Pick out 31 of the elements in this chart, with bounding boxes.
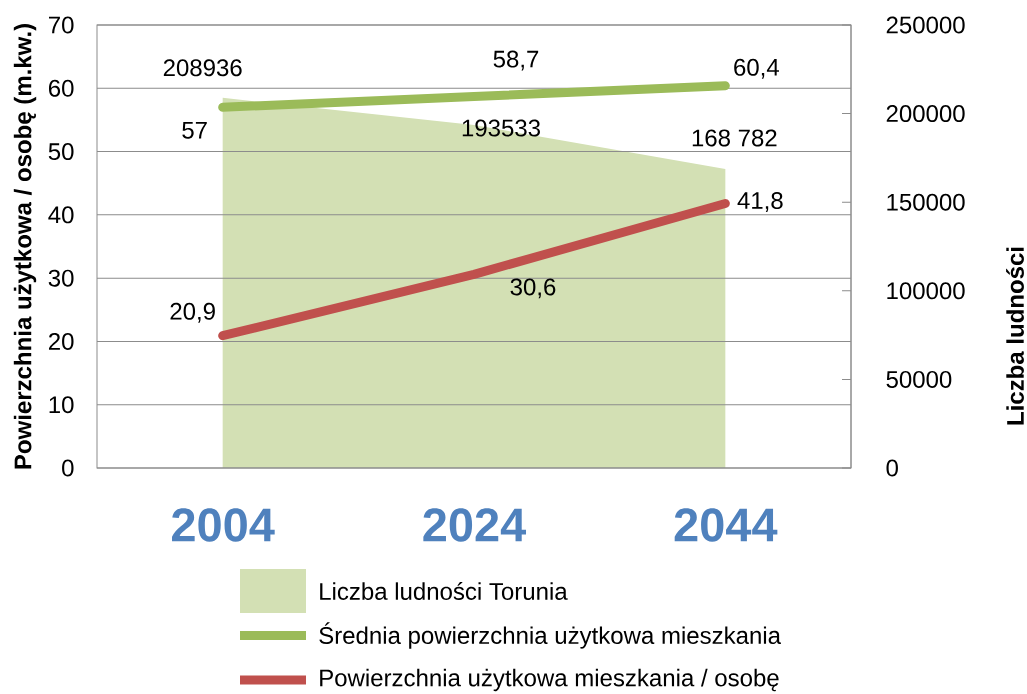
data-label: 57 [182, 121, 207, 139]
y2-axis-title: Liczba ludności [1006, 247, 1024, 425]
y2-tick-label: 0 [886, 459, 898, 477]
data-label: 41,8 [737, 192, 783, 212]
y-tick-label: 60 [49, 79, 74, 97]
y2-tick-label: 200000 [886, 105, 965, 123]
data-label: 30,6 [510, 278, 556, 299]
y-tick-label: 30 [48, 269, 74, 287]
data-label: 168 782 [692, 129, 777, 147]
x-tick-label: 2004 [172, 508, 275, 542]
y-tick-label: 70 [49, 16, 74, 34]
y2-tick-label: 150000 [887, 193, 965, 211]
y-tick-label: 10 [49, 396, 74, 414]
data-label: 58,7 [493, 50, 539, 71]
y-tick-label: 0 [62, 459, 74, 477]
x-tick-label: 2024 [423, 508, 527, 542]
y2-tick-label: 100000 [887, 282, 965, 300]
y-tick-label: 20 [48, 332, 74, 350]
legend-label: Średnia powierzchnia użytkowa mieszkania [319, 622, 781, 649]
y2-tick-label: 250000 [886, 16, 965, 34]
data-label: 60,4 [734, 58, 779, 79]
y-tick-label: 40 [48, 206, 74, 224]
x-tick-label: 2044 [674, 508, 778, 542]
data-label: 208936 [163, 59, 242, 77]
y2-tick-label: 50000 [886, 370, 952, 388]
data-label: 193533 [462, 119, 540, 137]
y-axis-title: Powierzchnia użytkowa / osobę (m.kw.) [13, 24, 37, 469]
y-tick-label: 50 [48, 143, 74, 161]
legend-label: Liczba ludności Torunia [320, 582, 568, 600]
legend-label: Powierzchnia użytkowa mieszkania / osobę [320, 668, 779, 692]
data-label: 20,9 [170, 302, 215, 323]
